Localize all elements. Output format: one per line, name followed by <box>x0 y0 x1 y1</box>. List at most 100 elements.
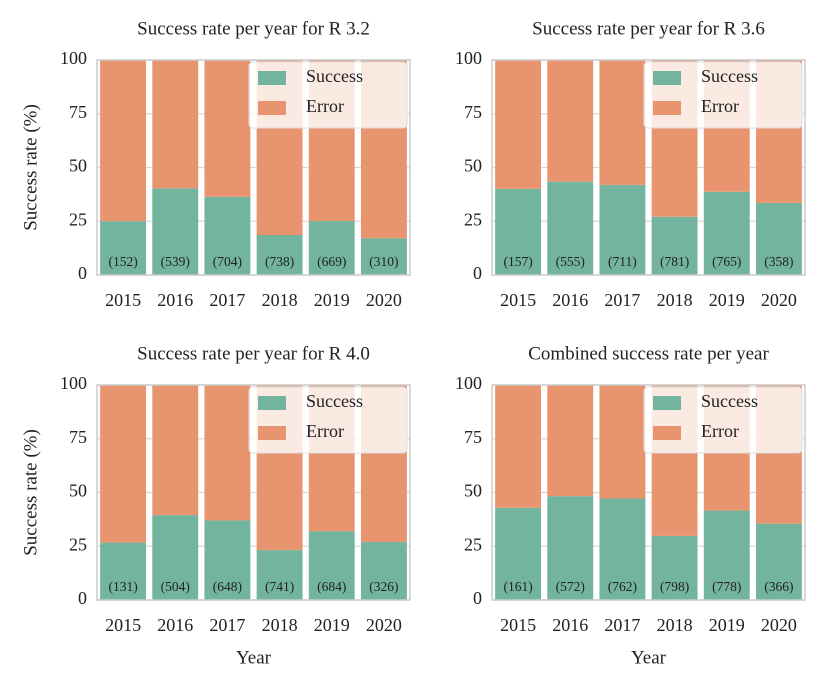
x-tick-label: 2018 <box>262 615 298 635</box>
y-tick-label: 75 <box>464 102 482 122</box>
axes-frame <box>491 59 806 276</box>
bar-segment <box>204 385 251 521</box>
legend-label: Error <box>701 96 739 116</box>
sample-label: (152) <box>108 254 137 269</box>
bar-segment <box>204 60 251 197</box>
legend-label: Success <box>701 391 758 411</box>
x-tick-label: 2017 <box>209 290 245 310</box>
legend-swatch <box>653 101 681 115</box>
legend: Success Error <box>643 61 803 129</box>
bar-segment <box>547 60 594 182</box>
sample-label: (358) <box>764 254 793 269</box>
y-tick-label: 50 <box>464 156 482 176</box>
bar-segment <box>204 520 251 600</box>
subplot: 025507510040.1%43.4%41.9%27.1%38.7%33.5%… <box>455 18 806 310</box>
x-tick-label: 2019 <box>314 290 350 310</box>
bar-segment <box>599 184 646 275</box>
x-tick-label: 2018 <box>262 290 298 310</box>
sample-label: (131) <box>108 579 137 594</box>
x-tick-label: 2017 <box>209 615 245 635</box>
subplot-title: Success rate per year for R 4.0 <box>137 343 370 364</box>
y-tick-label: 100 <box>60 48 87 68</box>
legend-swatch <box>258 426 286 440</box>
bar-segment <box>100 221 147 275</box>
bar-segment <box>703 191 750 275</box>
sample-label: (539) <box>161 254 190 269</box>
bar-segment <box>152 515 199 600</box>
y-tick-label: 25 <box>69 534 87 554</box>
bar-segment <box>495 507 542 600</box>
bar-segment <box>360 541 407 600</box>
subplot: 025507510025.0%40.3%36.4%18.6%25.1%17.1%… <box>20 18 411 310</box>
y-axis-label: Success rate (%) <box>20 104 41 231</box>
x-tick-label: 2017 <box>604 290 640 310</box>
sample-label: (366) <box>764 579 793 594</box>
legend-box <box>643 61 803 129</box>
bar-segment <box>308 221 355 275</box>
y-tick-label: 100 <box>60 373 87 393</box>
sample-label: (161) <box>503 579 532 594</box>
x-tick-label: 2020 <box>761 615 797 635</box>
bar-segment <box>256 550 303 600</box>
subplot: 025507510026.7%39.5%37.0%23.2%32.0%27.0%… <box>20 343 411 668</box>
bar-segment <box>152 60 199 189</box>
x-tick-label: 2016 <box>157 290 193 310</box>
bar-segment <box>599 60 646 185</box>
x-tick-label: 2015 <box>105 290 141 310</box>
legend-box <box>248 61 408 129</box>
sample-label: (310) <box>369 254 398 269</box>
subplot: 025507510042.9%48.3%47.2%29.8%41.6%35.5%… <box>455 343 806 668</box>
legend-label: Success <box>306 391 363 411</box>
bar-segment <box>308 531 355 600</box>
bar-segment <box>100 385 147 543</box>
axes-frame <box>96 59 411 276</box>
axes-frame <box>96 384 411 601</box>
bar-segment <box>204 196 251 275</box>
bar-segment <box>152 385 199 516</box>
sample-label: (704) <box>213 254 242 269</box>
sample-label: (711) <box>608 254 637 269</box>
legend-swatch <box>653 426 681 440</box>
bar-segment <box>599 385 646 499</box>
x-tick-label: 2017 <box>604 615 640 635</box>
legend-box <box>248 386 408 454</box>
bar-segment <box>547 385 594 497</box>
legend-swatch <box>258 396 286 410</box>
y-axis-label: Success rate (%) <box>20 429 41 556</box>
bar-segment <box>495 385 542 508</box>
y-tick-label: 75 <box>69 427 87 447</box>
sample-label: (504) <box>161 579 190 594</box>
x-tick-label: 2018 <box>657 615 693 635</box>
legend-label: Error <box>306 421 344 441</box>
x-tick-label: 2020 <box>366 615 402 635</box>
x-tick-label: 2016 <box>552 615 588 635</box>
x-tick-label: 2015 <box>105 615 141 635</box>
y-tick-label: 0 <box>78 588 87 608</box>
y-tick-label: 100 <box>455 48 482 68</box>
legend-box <box>643 386 803 454</box>
bar-segment <box>547 496 594 600</box>
sample-label: (765) <box>712 254 741 269</box>
sample-label: (781) <box>660 254 689 269</box>
x-tick-label: 2016 <box>157 615 193 635</box>
x-tick-label: 2015 <box>500 290 536 310</box>
y-tick-label: 50 <box>464 481 482 501</box>
x-tick-label: 2018 <box>657 290 693 310</box>
sample-label: (648) <box>213 579 242 594</box>
sample-label: (669) <box>317 254 346 269</box>
sample-label: (798) <box>660 579 689 594</box>
x-tick-label: 2019 <box>314 615 350 635</box>
y-tick-label: 50 <box>69 156 87 176</box>
legend: Success Error <box>643 386 803 454</box>
bar-segment <box>100 542 147 600</box>
subplot-title: Success rate per year for R 3.6 <box>532 18 765 39</box>
x-tick-label: 2020 <box>366 290 402 310</box>
sample-label: (778) <box>712 579 741 594</box>
y-tick-label: 100 <box>455 373 482 393</box>
x-axis-label: Year <box>236 647 272 668</box>
subplot-title: Combined success rate per year <box>528 343 769 364</box>
legend-swatch <box>653 396 681 410</box>
y-tick-label: 75 <box>69 102 87 122</box>
